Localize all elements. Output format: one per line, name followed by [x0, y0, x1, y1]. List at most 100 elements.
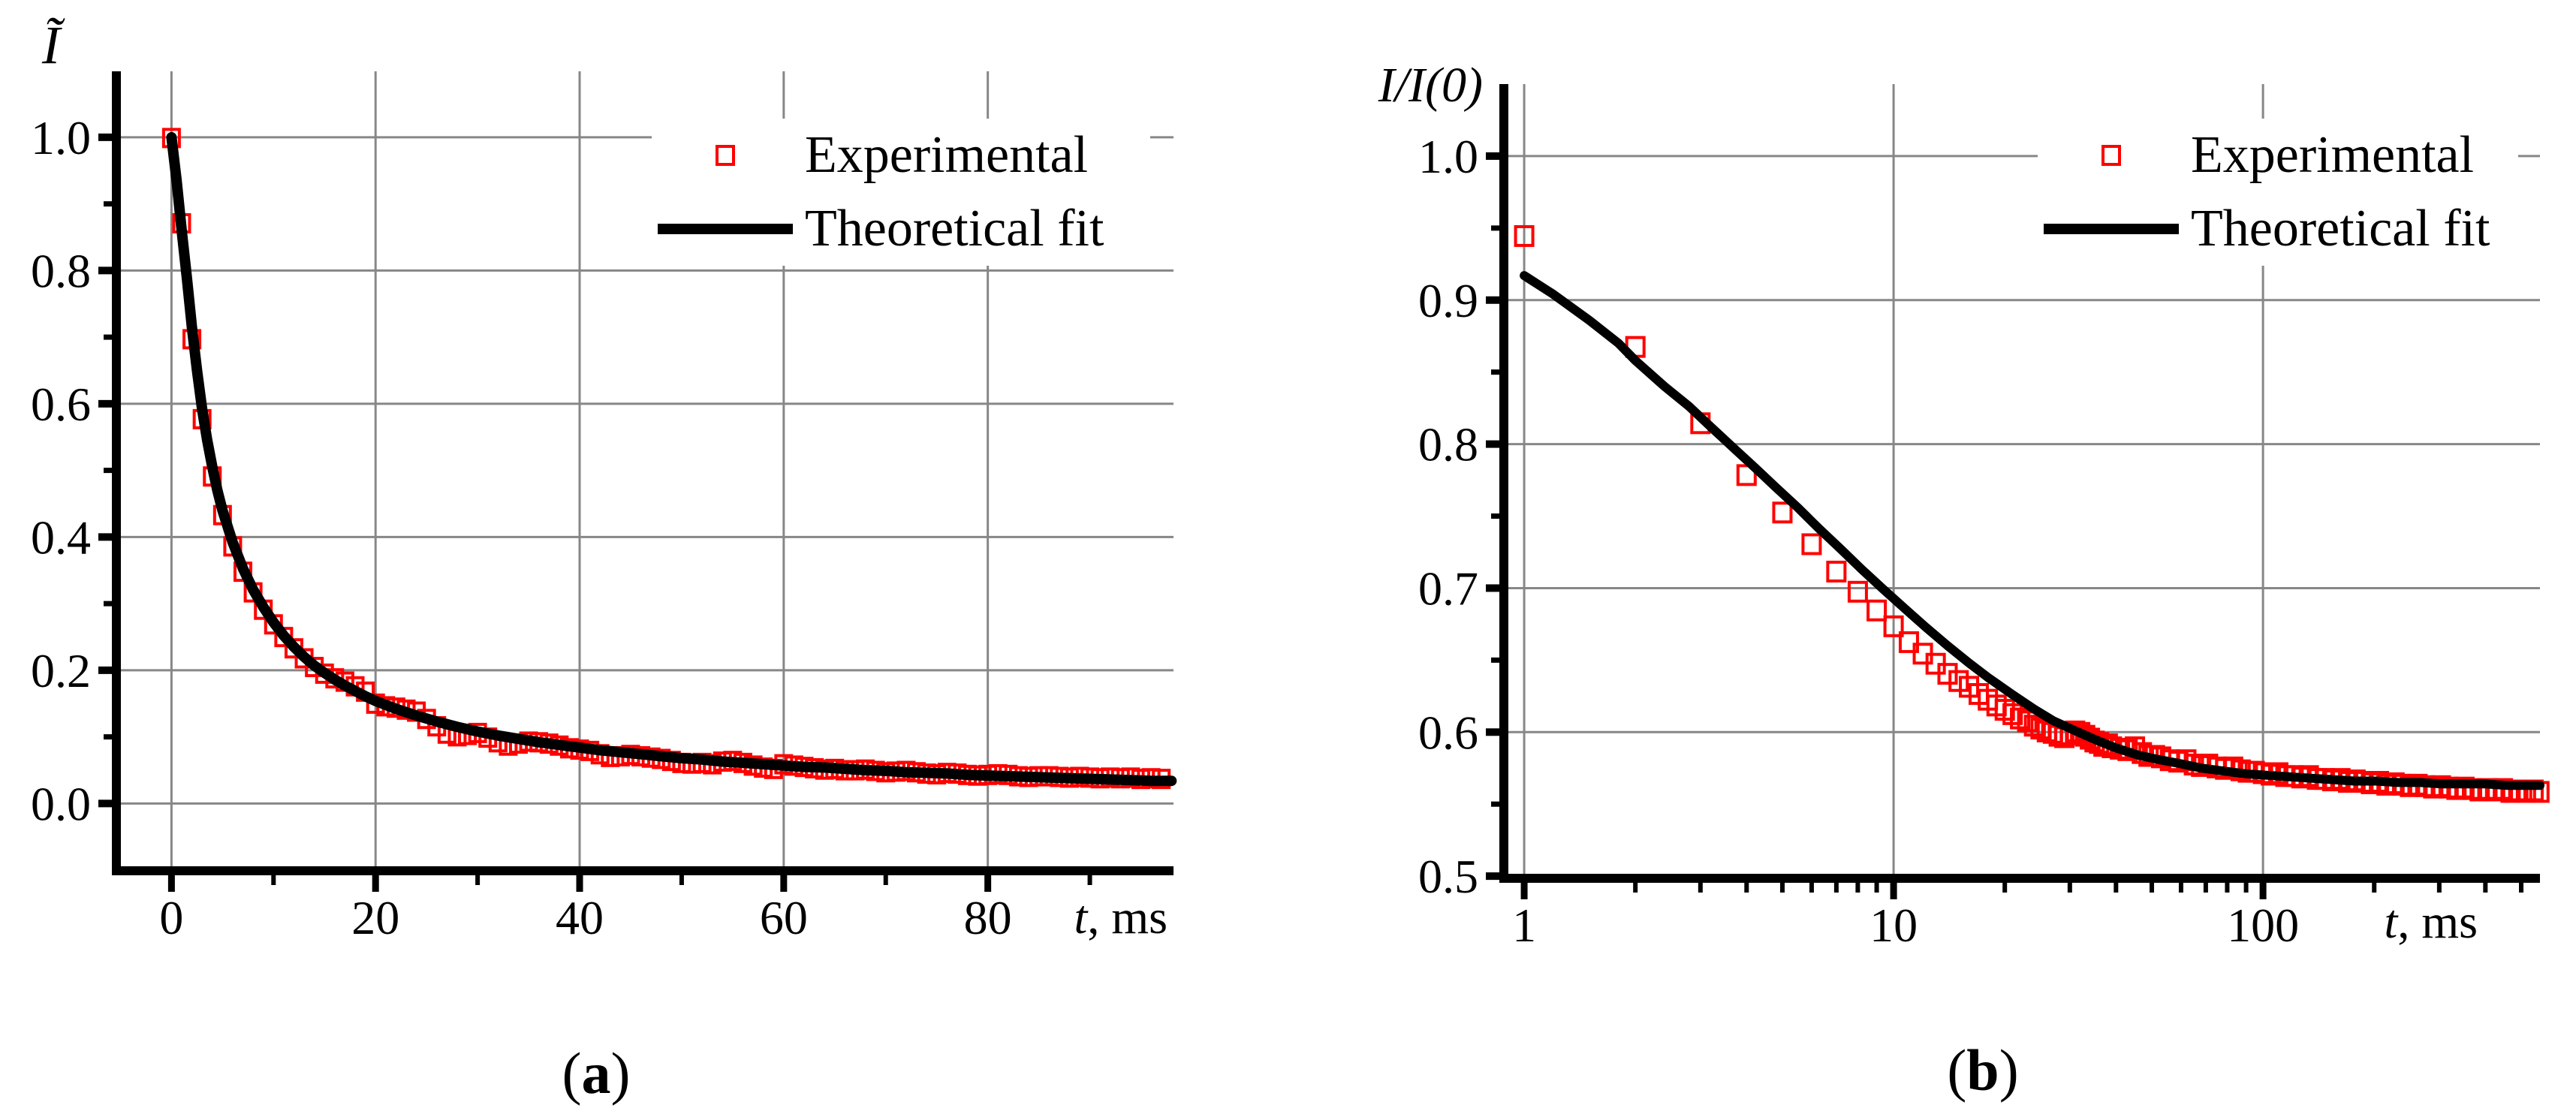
y-minor-tick	[104, 334, 112, 340]
y-tick-label: 0.6	[1418, 706, 1478, 759]
legend-item-theoretical-fit: Theoretical fit	[2038, 192, 2518, 266]
experimental-point	[1801, 533, 1822, 555]
x-minor-tick	[1087, 875, 1092, 885]
x-minor-tick	[2150, 883, 2155, 893]
y-minor-tick	[1491, 225, 1499, 231]
x-minor-tick	[1698, 883, 1703, 893]
x-minor-tick	[1633, 883, 1638, 893]
x-minor-tick	[2519, 883, 2524, 893]
x-tick-label: 80	[964, 891, 1012, 944]
x-tick-label: 0	[159, 891, 183, 944]
y-axis-title-b: I/I(0)	[1378, 58, 1483, 113]
x-major-tick	[2259, 883, 2267, 899]
x-tick-label: 100	[2227, 899, 2299, 952]
x-axis-unit-b: , ms	[2397, 895, 2478, 948]
y-major-tick	[98, 133, 112, 141]
experimental-point	[1772, 501, 1793, 524]
experimental-marker-icon	[716, 145, 735, 166]
x-major-tick	[984, 875, 992, 892]
y-tick-label: 0.7	[1418, 562, 1478, 615]
fit-line-icon	[2044, 224, 2179, 234]
y-minor-tick	[104, 201, 112, 207]
experimental-point	[2017, 710, 2038, 733]
x-major-tick	[167, 875, 175, 892]
caption-b: (b)	[1947, 1037, 2019, 1103]
theoretical-fit-line	[1520, 271, 2544, 790]
x-minor-tick	[679, 875, 684, 885]
y-tick-label: 0.9	[1418, 274, 1478, 327]
x-minor-tick	[1809, 883, 1814, 893]
y-major-tick	[98, 399, 112, 408]
y-major-tick	[1486, 872, 1499, 881]
experimental-marker-icon	[2101, 145, 2121, 166]
y-major-tick	[1486, 584, 1499, 592]
y-major-tick	[98, 799, 112, 808]
x-major-tick	[1890, 883, 1897, 899]
x-major-tick	[576, 875, 583, 892]
experimental-point	[1847, 580, 1868, 603]
experimental-point	[1866, 599, 1888, 622]
y-tick-label: 0.8	[31, 244, 91, 297]
legend-a: Experimental Theoretical fit	[652, 119, 1150, 266]
y-minor-tick	[1491, 801, 1499, 807]
x-minor-tick	[2483, 883, 2488, 893]
x-axis-variable-a: t	[1074, 890, 1088, 944]
x-minor-tick	[1833, 883, 1839, 893]
y-tick-label: 0.5	[1418, 850, 1478, 903]
x-major-tick	[1520, 883, 1528, 899]
x-axis-title-b: t, ms	[2343, 895, 2478, 949]
x-minor-tick	[271, 875, 276, 885]
legend-item-experimental: Experimental	[652, 119, 1150, 192]
y-tick-label: 0.2	[31, 644, 91, 697]
fit-line-icon	[658, 224, 793, 234]
x-axis-line	[1499, 874, 2540, 883]
y-minor-tick	[104, 601, 112, 607]
x-tick-label: 20	[351, 891, 399, 944]
y-major-tick	[98, 266, 112, 275]
y-axis-title-a: Ĩ	[42, 15, 60, 75]
y-major-tick	[1486, 728, 1499, 736]
y-tick-label: 0.8	[1418, 418, 1478, 471]
y-axis-line	[1499, 84, 1508, 883]
x-minor-tick	[2243, 883, 2249, 893]
x-minor-tick	[883, 875, 888, 885]
x-major-tick	[372, 875, 379, 892]
theoretical-fit-line	[166, 131, 1177, 787]
x-minor-tick	[2372, 883, 2377, 893]
y-major-tick	[98, 533, 112, 541]
y-major-tick	[1486, 296, 1499, 304]
x-axis-line	[112, 866, 1174, 875]
y-tick-label: 0.0	[31, 777, 91, 830]
x-axis-title-a: t, ms	[1040, 890, 1167, 944]
x-minor-tick	[475, 875, 481, 885]
x-minor-tick	[2114, 883, 2119, 893]
experimental-point	[1826, 560, 1847, 583]
x-minor-tick	[2436, 883, 2442, 893]
legend-label-experimental: Experimental	[2191, 126, 2475, 184]
x-minor-tick	[1874, 883, 1879, 893]
y-minor-tick	[1491, 513, 1499, 519]
y-axis-line	[112, 71, 121, 875]
experimental-point	[1937, 663, 1958, 685]
x-axis-unit-a: , ms	[1087, 890, 1167, 944]
experimental-point	[2023, 715, 2044, 737]
x-minor-tick	[1855, 883, 1860, 893]
legend-label-experimental: Experimental	[805, 126, 1089, 184]
x-major-tick	[780, 875, 788, 892]
x-tick-label: 60	[760, 891, 808, 944]
experimental-point	[1883, 615, 1904, 637]
y-tick-label: 1.0	[31, 111, 91, 164]
experimental-point	[1898, 631, 1919, 653]
legend-label-theoretical-fit: Theoretical fit	[805, 200, 1104, 257]
y-minor-tick	[104, 734, 112, 740]
x-axis-variable-b: t	[2384, 895, 2398, 948]
x-tick-label: 1	[1512, 899, 1536, 952]
x-minor-tick	[2178, 883, 2183, 893]
legend-item-theoretical-fit: Theoretical fit	[652, 192, 1150, 266]
x-tick-label: 10	[1869, 899, 1918, 952]
